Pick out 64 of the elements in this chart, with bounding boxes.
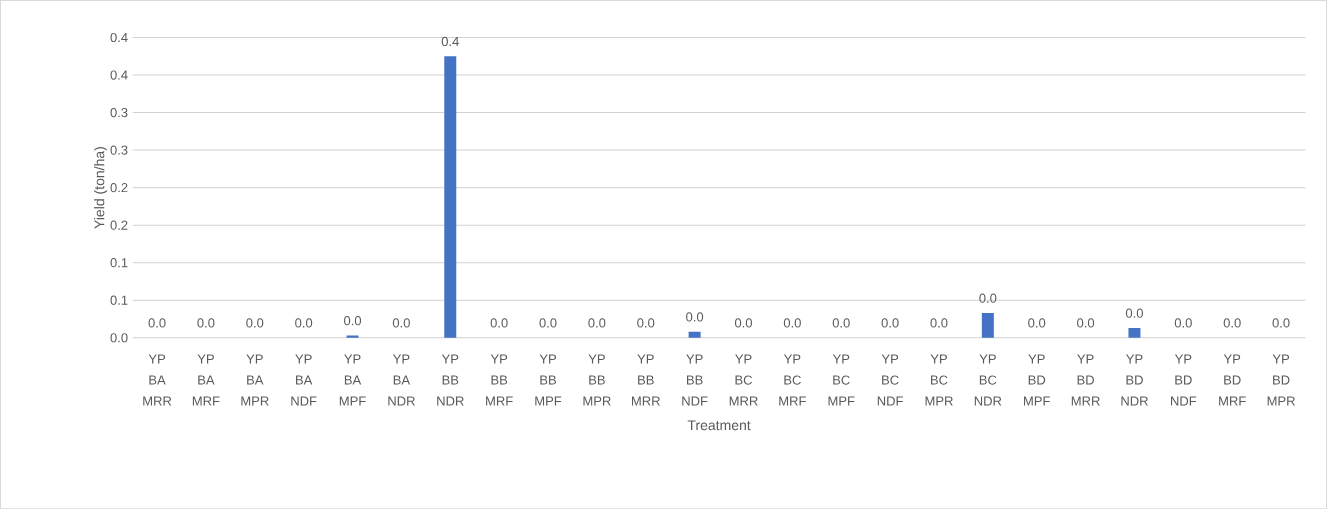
- data-label: 0.0: [197, 318, 215, 328]
- data-label: 0.0: [295, 318, 313, 328]
- x-tick-label: YP BD MRF: [1219, 354, 1246, 406]
- bar: [1128, 327, 1141, 338]
- x-tick-label: YP BA MRF: [192, 354, 220, 406]
- x-axis-title: Treatment: [687, 420, 751, 430]
- x-tick-label: YP BD MRR: [1071, 354, 1100, 406]
- x-tick-label: YP BA MPR: [241, 354, 269, 406]
- x-tick-label: YP BC MRR: [729, 354, 758, 406]
- data-label: 0.4: [441, 36, 459, 46]
- bar: [688, 331, 701, 338]
- y-tick-label: 0.3: [110, 107, 128, 117]
- data-label: 0.0: [637, 318, 655, 328]
- x-tick-label: YP BC MPF: [828, 354, 855, 406]
- x-tick-label: YP BA MRR: [143, 354, 172, 406]
- x-tick-label: YP BC MRF: [779, 354, 806, 406]
- data-label: 0.0: [1272, 318, 1290, 328]
- x-tick-label: YP BC NDR: [974, 354, 1002, 406]
- y-tick-label: 0.2: [110, 182, 128, 193]
- bar: [346, 335, 359, 338]
- y-tick-label: 0.4: [110, 32, 128, 42]
- data-label: 0.0: [539, 318, 557, 328]
- data-label: 0.0: [246, 318, 264, 328]
- x-tick-label: YP BD MPR: [1267, 354, 1295, 406]
- data-label: 0.0: [1077, 318, 1095, 328]
- data-label: 0.0: [344, 315, 362, 326]
- x-tick-label: YP BA NDF: [291, 354, 317, 406]
- data-label: 0.0: [1028, 318, 1046, 328]
- y-tick-label: 0.4: [110, 70, 128, 80]
- data-label: 0.0: [148, 318, 166, 328]
- data-label: 0.0: [490, 318, 508, 328]
- y-tick-label: 0.1: [110, 257, 128, 268]
- x-tick-label: YP BB MPR: [583, 354, 611, 406]
- x-tick-label: YP BC NDF: [877, 354, 903, 406]
- y-tick-label: 0.0: [110, 332, 128, 343]
- x-tick-label: YP BD MPF: [1024, 354, 1050, 406]
- x-tick-label: YP BD NDF: [1171, 354, 1197, 406]
- y-tick-label: 0.3: [110, 145, 128, 155]
- data-label: 0.0: [686, 312, 704, 322]
- x-tick-label: YP BA NDR: [388, 354, 415, 406]
- x-tick-label: YP BB NDF: [682, 354, 708, 406]
- y-tick-label: 0.2: [110, 220, 128, 230]
- x-tick-label: YP BD NDR: [1121, 354, 1148, 406]
- data-label: 0.0: [1223, 318, 1241, 328]
- data-label: 0.0: [979, 293, 997, 303]
- data-label: 0.0: [734, 318, 753, 328]
- x-tick-label: YP BA MPF: [339, 354, 366, 406]
- bar: [444, 56, 457, 338]
- data-label: 0.0: [1125, 308, 1143, 318]
- x-tick-label: YP BB MRF: [486, 354, 513, 406]
- data-label: 0.0: [392, 318, 410, 328]
- x-tick-label: YP BB NDR: [437, 354, 464, 406]
- y-tick-label: 0.1: [110, 295, 128, 305]
- x-tick-label: YP BC MPR: [925, 354, 953, 406]
- data-label: 0.0: [588, 318, 606, 328]
- data-label: 0.0: [1174, 318, 1192, 328]
- data-label: 0.0: [930, 318, 948, 328]
- bar: [981, 312, 994, 338]
- data-label: 0.0: [832, 318, 850, 328]
- data-label: 0.0: [783, 318, 801, 328]
- x-tick-label: YP BB MPF: [535, 354, 562, 406]
- data-label: 0.0: [881, 318, 899, 328]
- y-axis-title: Yield (ton/ha): [94, 146, 108, 229]
- x-tick-label: YP BB MRR: [632, 354, 660, 406]
